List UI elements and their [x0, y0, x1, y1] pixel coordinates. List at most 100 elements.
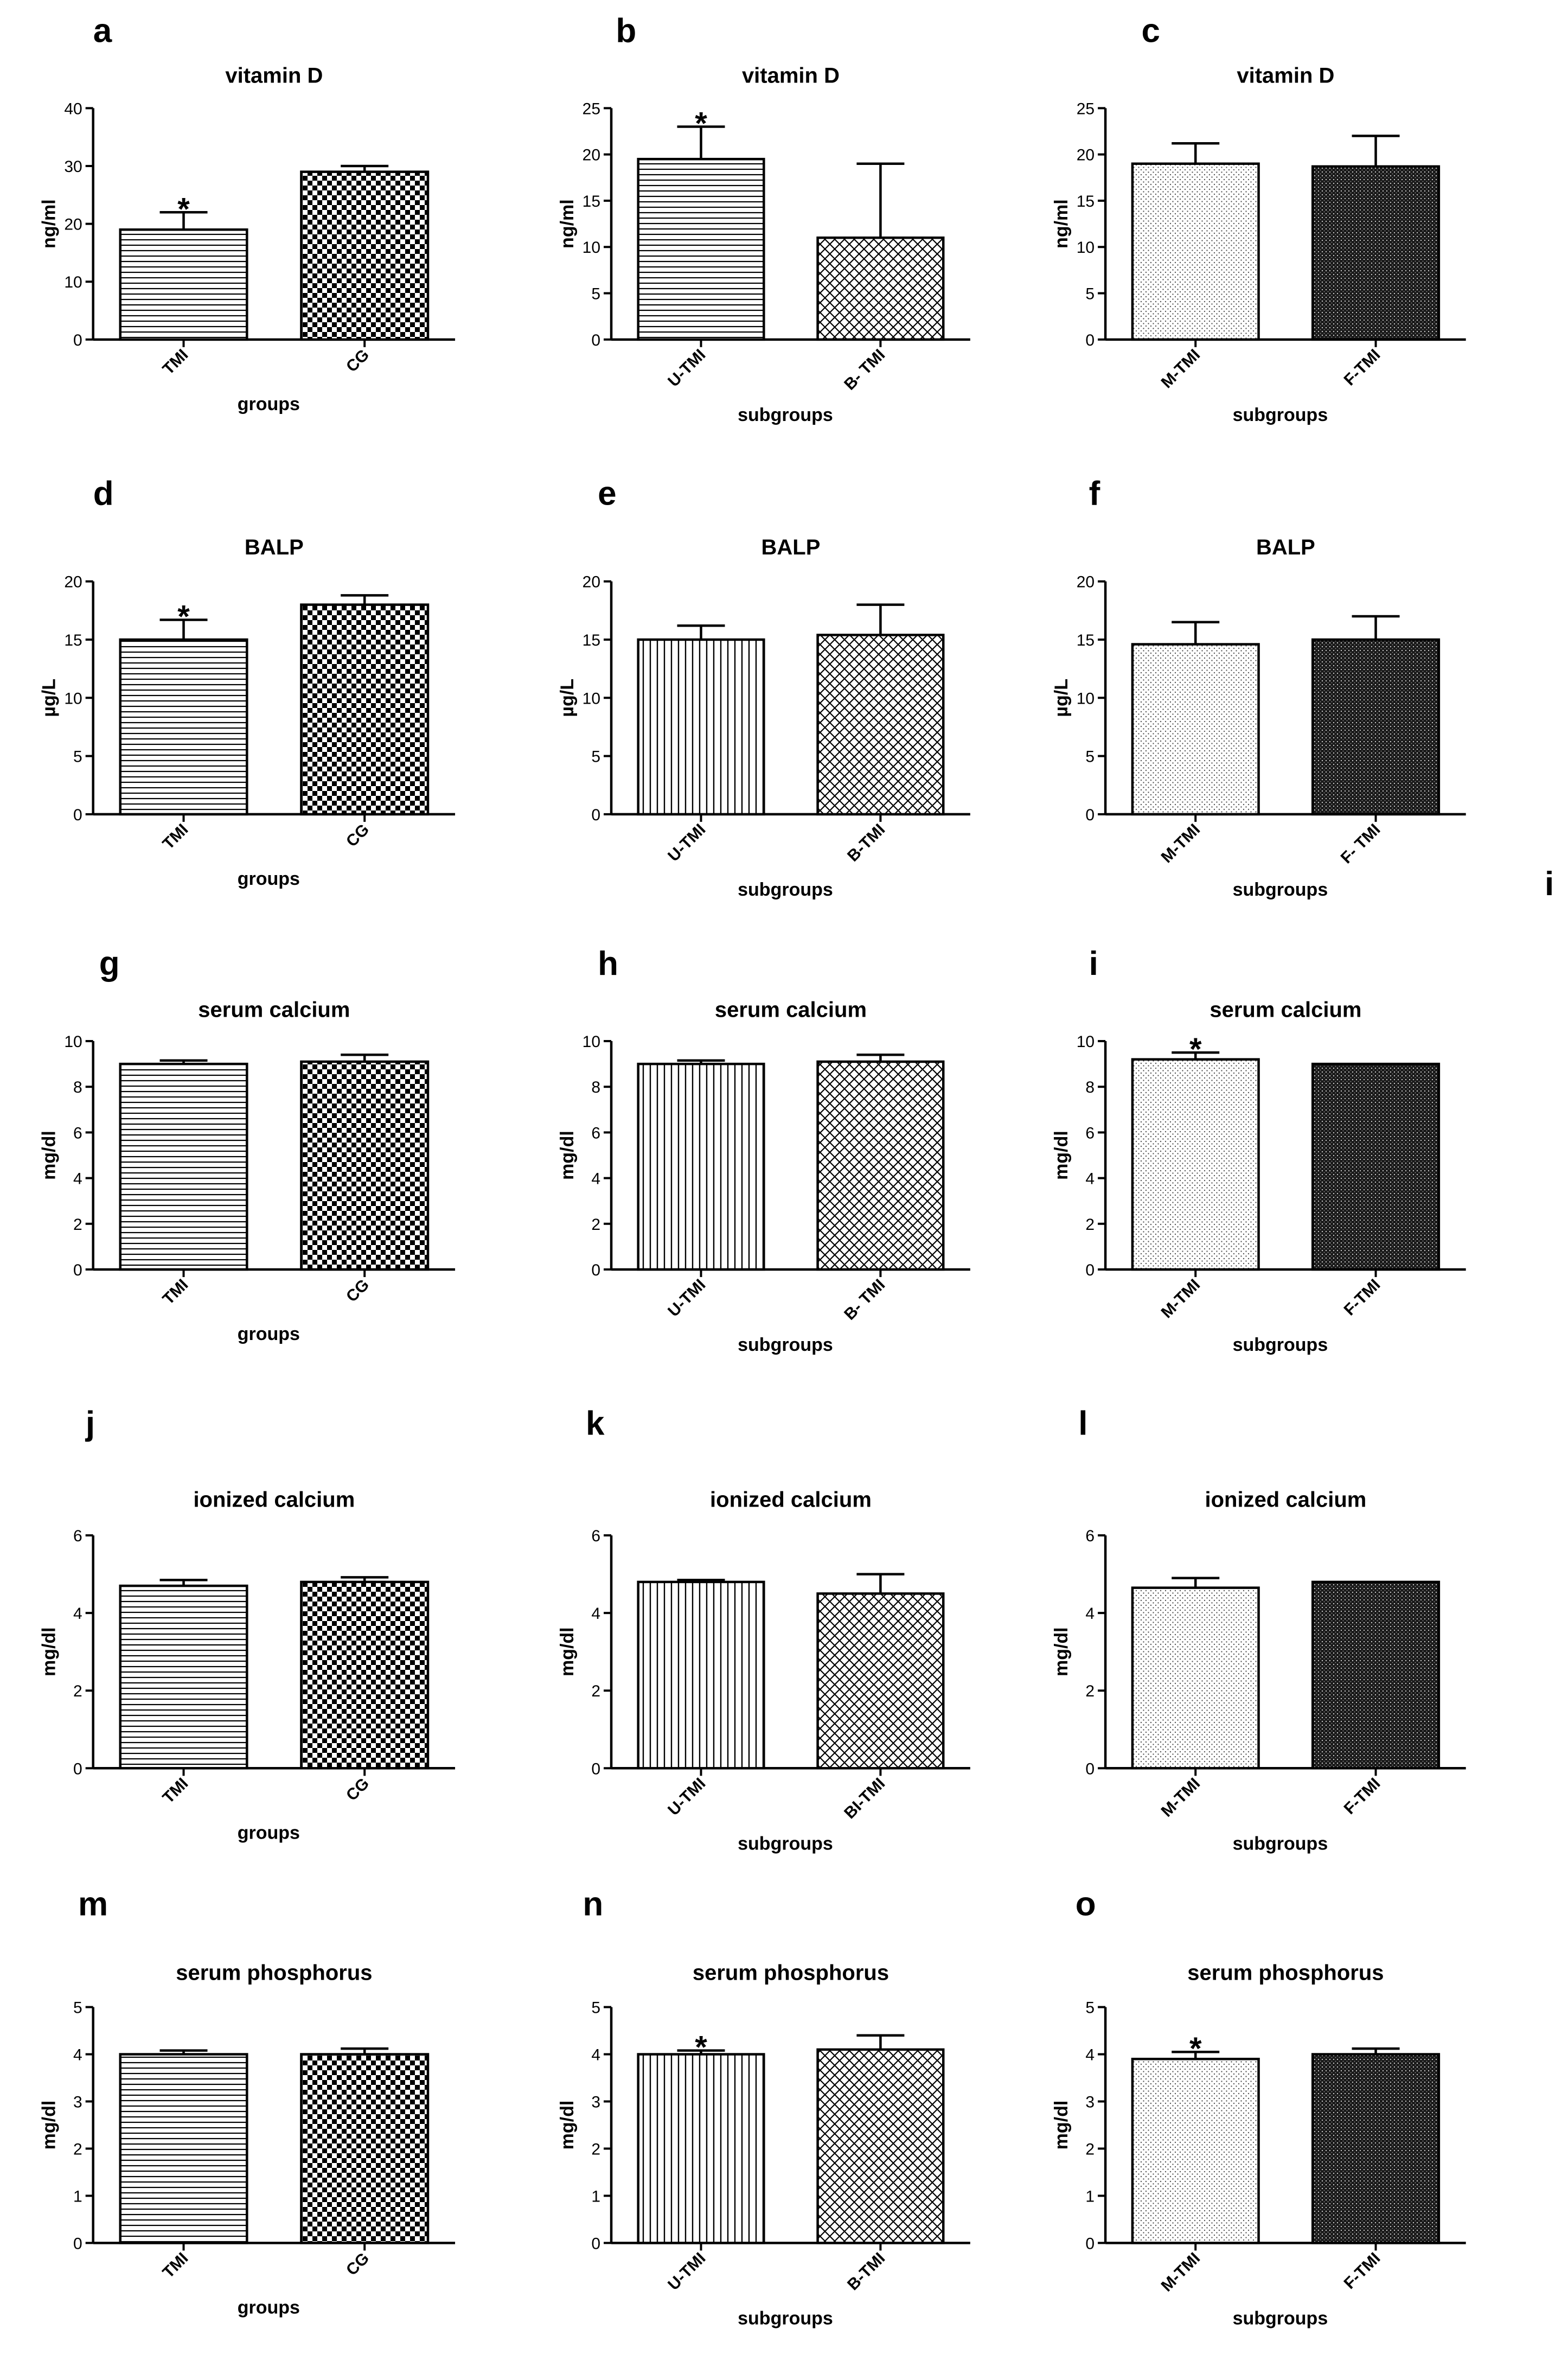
y-tick-label: 4 [73, 1605, 82, 1623]
y-tick-label: 10 [1077, 239, 1095, 257]
panel-letter: l [1078, 1405, 1087, 1443]
y-tick-label: 0 [73, 331, 82, 349]
bar [1311, 1580, 1441, 1770]
y-tick-label: 0 [73, 1760, 82, 1778]
y-axis-label: mg/dl [39, 1131, 60, 1180]
x-axis-label: groups [238, 869, 300, 889]
y-axis-label: µg/L [39, 679, 60, 717]
bar [300, 603, 430, 816]
y-tick-label: 6 [591, 1124, 600, 1142]
y-axis-label: mg/dl [557, 1627, 578, 1676]
y-tick-label: 40 [64, 100, 82, 118]
y-tick-label: 5 [73, 748, 82, 766]
x-axis-label: subgroups [1233, 2308, 1328, 2328]
y-tick-label: 25 [583, 100, 600, 118]
y-tick-label: 6 [1085, 1527, 1095, 1545]
y-axis-label: mg/dl [557, 2101, 578, 2150]
y-tick-label: 8 [73, 1079, 82, 1096]
y-tick-label: 3 [1085, 2093, 1095, 2111]
category-label: CG [343, 1775, 373, 1804]
bar [637, 1062, 765, 1271]
y-tick-label: 4 [73, 2046, 82, 2064]
category-label: TMI [159, 2249, 192, 2282]
bar [816, 236, 945, 341]
category-label: TMI [159, 346, 192, 378]
y-tick-label: 0 [73, 1261, 82, 1279]
panel-letter: a [93, 12, 112, 50]
category-label: TMI [159, 1276, 192, 1309]
y-tick-label: 4 [591, 1605, 600, 1623]
y-tick-label: 2 [1085, 2140, 1095, 2158]
x-axis-label: subgroups [1233, 1335, 1328, 1355]
y-tick-label: 20 [1077, 573, 1095, 591]
y-tick-label: 0 [591, 331, 600, 349]
significance-star: * [177, 599, 190, 634]
category-label: U-TMI [664, 820, 709, 865]
category-label: F-TMI [1341, 346, 1384, 389]
y-tick-label: 15 [583, 631, 600, 649]
panel-letter: c [1142, 12, 1160, 50]
y-tick-label: 4 [591, 2046, 600, 2064]
y-tick-label: 5 [1085, 285, 1095, 303]
bar [1311, 1062, 1441, 1271]
bar [119, 228, 248, 341]
category-label: B-TMI [844, 2249, 888, 2294]
category-label: U-TMI [664, 346, 709, 390]
y-tick-label: 1 [73, 2187, 82, 2205]
y-tick-label: 0 [1085, 1760, 1095, 1778]
category-label: M-TMI [1158, 1775, 1204, 1821]
y-tick-label: 0 [1085, 331, 1095, 349]
chart-panel-l: l ionized calcium 0 2 4 6 mg/dl M-TMI F-TMI subgr… [1051, 1405, 1466, 1854]
chart-panel-h: h serum calcium 0 2 4 6 8 10 mg/dl U-TMI B- TMI sub… [557, 945, 970, 1355]
category-label: M-TMI [1158, 820, 1204, 866]
significance-star: * [1189, 1032, 1202, 1067]
y-tick-label: 5 [73, 1999, 82, 2017]
y-tick-label: 15 [1077, 631, 1095, 649]
significance-star: * [177, 192, 190, 227]
y-tick-label: 10 [583, 1033, 600, 1051]
chart-panel-c: c vitamin D 0 5 10 15 20 25 ng/ml M-TMI F-TMI subgr… [1051, 12, 1466, 425]
bar [300, 170, 430, 341]
stray-label: i [1545, 865, 1554, 903]
chart-title: vitamin D [225, 63, 323, 87]
y-tick-label: 6 [591, 1527, 600, 1545]
chart-title: BALP [761, 535, 821, 559]
y-tick-label: 1 [1085, 2187, 1095, 2205]
y-axis-label: mg/dl [1051, 2101, 1072, 2150]
x-axis-label: groups [238, 1324, 300, 1344]
y-tick-label: 0 [73, 806, 82, 824]
y-axis-label: mg/dl [1051, 1131, 1072, 1180]
chart-panel-d: d BALP 0 5 10 15 20 µg/L * TMI CG groups [39, 475, 456, 889]
y-tick-label: 10 [1077, 1033, 1095, 1051]
bar [1131, 162, 1260, 341]
x-axis-label: subgroups [738, 1335, 833, 1355]
y-tick-label: 20 [583, 146, 600, 164]
bar [816, 1592, 945, 1770]
y-axis-label: mg/dl [1051, 1627, 1072, 1676]
y-tick-label: 6 [73, 1527, 82, 1545]
y-tick-label: 2 [1085, 1216, 1095, 1234]
category-label: CG [343, 1276, 373, 1306]
bar [1311, 638, 1441, 816]
y-tick-label: 20 [1077, 146, 1095, 164]
panel-letter: k [586, 1405, 605, 1443]
bar [1131, 2057, 1260, 2244]
y-tick-label: 10 [583, 239, 600, 257]
chart-title: serum phosphorus [176, 1961, 372, 1985]
y-tick-label: 2 [591, 1682, 600, 1700]
y-tick-label: 10 [64, 1033, 82, 1051]
x-axis-label: groups [238, 2297, 300, 2318]
y-tick-label: 3 [73, 2093, 82, 2111]
chart-panel-j: j ionized calcium 0 2 4 6 mg/dl TMI CG groups [39, 1405, 456, 1843]
y-tick-label: 8 [591, 1079, 600, 1096]
chart-panel-a: a vitamin D 0 10 20 30 40 ng/ml * TMI CG groups [39, 12, 456, 414]
significance-star: * [1189, 2031, 1202, 2066]
y-tick-label: 0 [73, 2235, 82, 2253]
y-axis-label: mg/dl [557, 1131, 578, 1180]
y-tick-label: 15 [583, 193, 600, 210]
chart-title: vitamin D [742, 63, 840, 87]
x-axis-label: subgroups [738, 2308, 833, 2328]
panel-letter: e [598, 475, 616, 512]
bar [637, 1580, 765, 1770]
y-tick-label: 10 [583, 690, 600, 707]
